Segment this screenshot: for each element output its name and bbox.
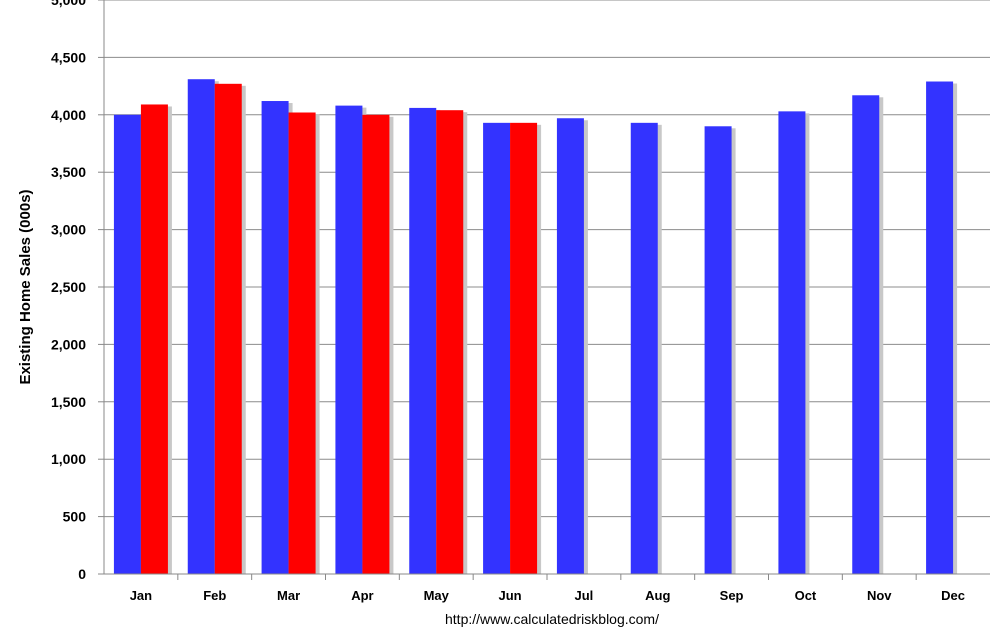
x-tick-label: Oct xyxy=(795,588,817,603)
bars xyxy=(113,79,958,575)
bar-jan-series-2 xyxy=(140,104,168,574)
bar-may-series-1 xyxy=(409,107,437,575)
y-tick-label: 0 xyxy=(78,566,86,582)
bar-jul-series-1 xyxy=(556,118,584,574)
bar-dec-series-1 xyxy=(926,81,954,575)
x-tick-label: Aug xyxy=(645,588,670,603)
x-tick-label: Dec xyxy=(941,588,965,603)
bar-jan-series-1 xyxy=(113,114,141,575)
bar-mar-series-2 xyxy=(288,112,316,574)
bar-sep-series-1 xyxy=(704,126,732,574)
y-tick-label: 4,000 xyxy=(51,107,86,123)
y-tick-label: 3,500 xyxy=(51,164,86,180)
x-tick-label: Mar xyxy=(277,588,300,603)
x-tick-labels: Jan Feb Mar Apr May Jun Jul Aug Sep Oct Nov Dec xyxy=(130,574,965,603)
y-tick-label: 1,500 xyxy=(51,394,86,410)
y-tick-labels: 0 500 1,000 1,500 2,000 2,500 3,000 3,500 4,000 4… xyxy=(51,0,86,582)
y-axis-title: Existing Home Sales (000s) xyxy=(17,189,34,384)
x-tick-label: Sep xyxy=(720,588,744,603)
bar-feb-series-1 xyxy=(187,79,215,574)
bar-apr-series-2 xyxy=(362,114,390,575)
bar-mar-series-1 xyxy=(261,101,289,575)
x-tick-label: Feb xyxy=(203,588,226,603)
y-tick-label: 5,000 xyxy=(51,0,86,8)
x-tick-label: Apr xyxy=(351,588,373,603)
y-tick-label: 2,500 xyxy=(51,279,86,295)
bar-oct-series-1 xyxy=(778,111,806,574)
bar-nov-series-1 xyxy=(852,95,880,574)
source-url: http://www.calculatedriskblog.com/ xyxy=(445,611,659,627)
x-tick-label: May xyxy=(424,588,450,603)
y-tick-label: 500 xyxy=(63,509,87,525)
y-tick-label: 4,500 xyxy=(51,49,86,65)
x-tick-label: Jul xyxy=(575,588,594,603)
bar-may-series-2 xyxy=(436,110,464,574)
x-tick-label: Nov xyxy=(867,588,892,603)
y-tick-label: 3,000 xyxy=(51,222,86,238)
bar-feb-series-2 xyxy=(214,83,242,574)
x-tick-label: Jan xyxy=(130,588,152,603)
bar-apr-series-1 xyxy=(335,105,363,574)
bar-jun-series-1 xyxy=(483,122,511,574)
y-tick-label: 2,000 xyxy=(51,336,86,352)
y-tick-label: 1,000 xyxy=(51,451,86,467)
bar-jun-series-2 xyxy=(510,122,538,574)
x-tick-label: Jun xyxy=(499,588,522,603)
gridlines xyxy=(98,0,990,575)
bar-aug-series-1 xyxy=(630,122,658,574)
